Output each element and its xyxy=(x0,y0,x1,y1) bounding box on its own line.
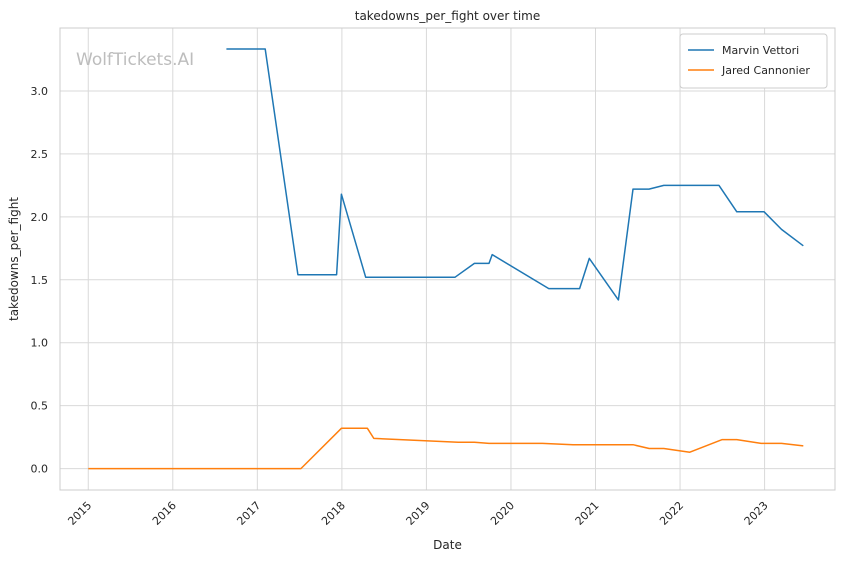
y-tick-label: 0.0 xyxy=(31,463,49,476)
legend: Marvin Vettori Jared Cannonier xyxy=(679,33,828,89)
x-axis-label: Date xyxy=(433,538,462,552)
legend-label: Jared Cannonier xyxy=(721,64,810,77)
y-tick-label: 1.0 xyxy=(31,337,49,350)
y-tick-label: 2.0 xyxy=(31,211,49,224)
watermark: WolfTickets.AI xyxy=(76,50,194,70)
y-tick-label: 3.0 xyxy=(31,85,49,98)
series-line-marvin-vettori xyxy=(226,48,804,301)
y-axis-label: takedowns_per_fight xyxy=(7,197,21,321)
series-line-jared-cannonier xyxy=(88,427,804,470)
chart-title: takedowns_per_fight over time xyxy=(355,9,541,23)
legend-box xyxy=(679,33,828,89)
legend-label: Marvin Vettori xyxy=(722,44,799,57)
plot-frame xyxy=(59,27,836,491)
y-tick-label: 0.5 xyxy=(31,400,49,413)
series-lines xyxy=(88,48,804,470)
grid xyxy=(60,28,835,490)
y-tick-label: 1.5 xyxy=(31,274,49,287)
y-tick-label: 2.5 xyxy=(31,148,49,161)
